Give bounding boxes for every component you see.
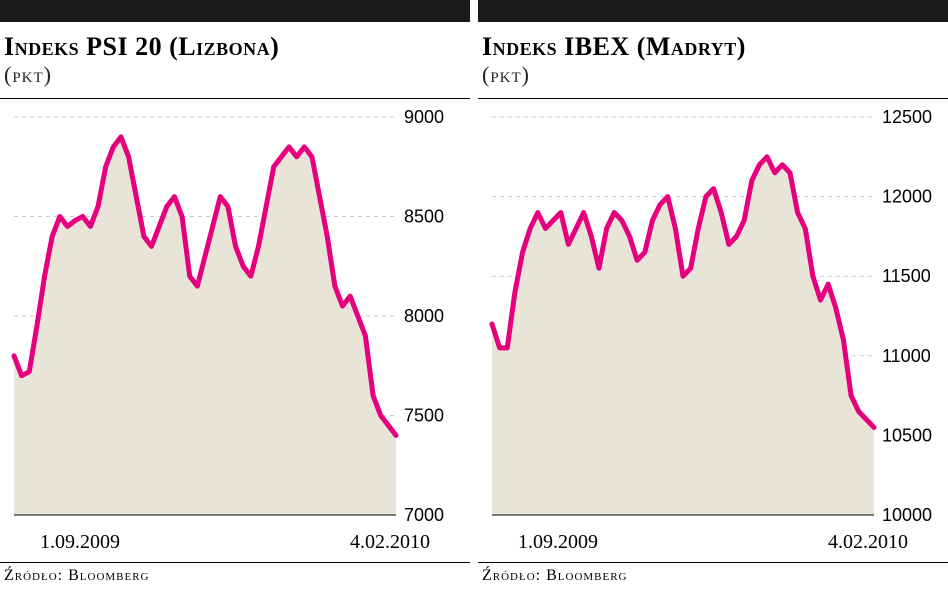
x-label-end: 4.02.2010 [828, 531, 908, 554]
x-axis-labels: 1.09.2009 4.02.2010 [478, 523, 948, 562]
chart-panel-psi20: Indeks PSI 20 (Lizbona) (pkt) 7000 7500 80… [0, 0, 470, 593]
svg-text:11000: 11000 [882, 346, 931, 366]
x-axis-labels: 1.09.2009 4.02.2010 [0, 523, 470, 562]
svg-text:11500: 11500 [882, 266, 931, 286]
chart-svg: 7000 7500 8000 8500 9000 [4, 109, 466, 523]
svg-text:7000: 7000 [404, 505, 444, 523]
x-label-start: 1.09.2009 [518, 531, 598, 554]
svg-text:10000: 10000 [882, 505, 932, 523]
chart-source: Źródło: Bloomberg [0, 562, 470, 593]
chart-source: Źródło: Bloomberg [478, 562, 948, 593]
svg-text:7500: 7500 [404, 406, 444, 426]
svg-text:9000: 9000 [404, 109, 444, 127]
svg-text:8500: 8500 [404, 207, 444, 227]
title-divider [478, 98, 948, 99]
chart-svg: 10000 10500 11000 11500 12000 12500 [482, 109, 944, 523]
svg-text:12000: 12000 [882, 187, 932, 207]
title-block: Indeks PSI 20 (Lizbona) (pkt) [0, 22, 470, 92]
panel-top-bar [0, 0, 470, 22]
plot-area: 7000 7500 8000 8500 9000 [4, 109, 466, 523]
svg-text:8000: 8000 [404, 306, 444, 326]
chart-title: Indeks PSI 20 (Lizbona) [4, 32, 466, 62]
svg-text:10500: 10500 [882, 425, 932, 445]
svg-text:12500: 12500 [882, 109, 932, 127]
x-label-end: 4.02.2010 [350, 531, 430, 554]
panel-top-bar [478, 0, 948, 22]
title-block: Indeks IBEX (Madryt) (pkt) [478, 22, 948, 92]
chart-title: Indeks IBEX (Madryt) [482, 32, 944, 62]
title-divider [0, 98, 470, 99]
chart-subtitle: (pkt) [4, 62, 466, 88]
plot-area: 10000 10500 11000 11500 12000 12500 [482, 109, 944, 523]
x-label-start: 1.09.2009 [40, 531, 120, 554]
chart-subtitle: (pkt) [482, 62, 944, 88]
chart-panel-ibex: Indeks IBEX (Madryt) (pkt) 10000 10500 110… [478, 0, 948, 593]
